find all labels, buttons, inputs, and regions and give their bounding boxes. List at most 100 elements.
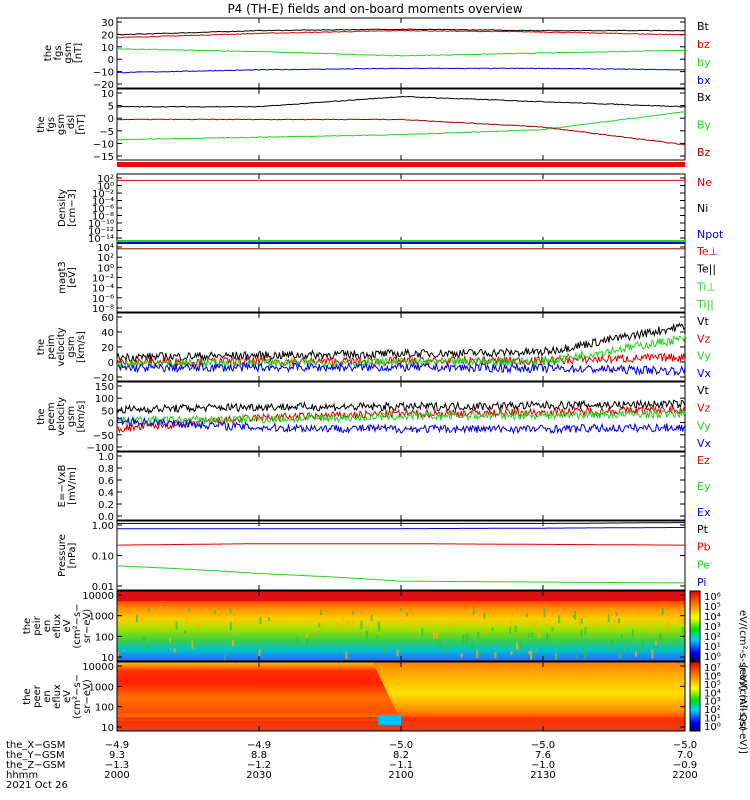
spectrogram-ion-texture: [655, 641, 658, 646]
y-tick-label: 0: [108, 114, 114, 125]
spectrogram-ion-texture: [608, 646, 611, 651]
spectrogram-ion-texture: [627, 647, 630, 653]
y-axis-label: _dsl: [66, 115, 77, 135]
spectrogram-ion-texture: [471, 642, 474, 652]
y-axis-label: [nT]: [73, 43, 84, 63]
legend-pt: Pt: [697, 523, 709, 536]
spectrogram-ion-texture: [231, 639, 234, 645]
spectrogram-ion-texture: [681, 627, 684, 635]
ephemeris-row-label: 2021 Oct 26: [6, 780, 68, 791]
spectrogram-ion-texture: [184, 630, 187, 634]
ephemeris-row-label: the_X−GSM: [6, 740, 65, 751]
spectrogram-ion-texture: [574, 611, 577, 620]
series-pt: [117, 522, 685, 524]
spectrogram-ion-texture: [592, 622, 595, 627]
spectrogram-ion-texture: [341, 615, 344, 622]
spectrogram-ion-texture: [510, 650, 513, 655]
y-tick-label: 1000: [89, 682, 114, 693]
series-vz: [116, 405, 686, 434]
y-axis-label: the: [22, 618, 33, 634]
spectrogram-ion-texture: [637, 646, 639, 653]
colorbar-tick-label: 10⁰: [704, 652, 721, 663]
spectrogram-ion-texture: [347, 620, 350, 626]
y-tick-label: 10⁻¹⁰: [88, 219, 114, 230]
y-tick-label: 0.0: [98, 512, 114, 523]
spectrogram-ion-texture: [516, 644, 519, 650]
ephemeris-value: −1.2: [247, 760, 271, 771]
panel-frame: [116, 88, 686, 161]
legend-ni: Ni: [697, 202, 708, 215]
panel-frame: [116, 520, 686, 591]
series-vt: [116, 399, 686, 415]
spectrogram-ion-texture: [530, 651, 532, 660]
colorbar-title: eV/(cm²-s-sr-eV) (All Qs): [737, 610, 748, 731]
spectrogram-ion-texture: [146, 644, 149, 652]
spectrogram-ion-texture: [465, 633, 468, 643]
y-axis-label: [eV]: [67, 267, 78, 288]
ephemeris-value: 7.0: [677, 750, 693, 761]
y-tick-label: −20: [93, 80, 114, 91]
spectrogram-ion-texture: [513, 608, 516, 616]
spectrogram-ion-texture: [580, 629, 583, 638]
y-axis-label: the: [22, 688, 33, 704]
spectrogram-ion-texture: [531, 632, 534, 638]
colorbar-tick-label: 10¹: [704, 714, 721, 725]
ephemeris-value: 2100: [388, 770, 413, 781]
spectrogram-ion-texture: [659, 633, 662, 640]
ephemeris-value: 2000: [104, 770, 129, 781]
y-tick-label: 60: [101, 313, 114, 324]
spectrogram-ion-texture: [572, 614, 575, 618]
series-bx: [116, 95, 686, 108]
series-vx: [116, 361, 686, 377]
legend-vy: Vy: [697, 350, 711, 363]
y-tick-label: 100: [95, 394, 114, 405]
spectrogram-ion-texture: [527, 633, 530, 638]
series-bz: [116, 118, 686, 146]
spectrogram-ion-texture: [534, 622, 537, 631]
spectrogram-ion-texture: [681, 616, 684, 624]
panel-frame: [116, 242, 686, 313]
spectrogram-ion-texture: [377, 620, 380, 626]
legend-ne: Ne: [697, 176, 712, 189]
spectrogram-ion-texture: [682, 617, 685, 624]
colorbar-tick-label: 10²: [704, 632, 721, 643]
spectrogram-electron-early: [117, 662, 401, 721]
legend-ey: Ey: [697, 480, 711, 493]
y-axis-label: (cm²−s−: [72, 603, 83, 648]
spectrogram-ion-texture: [268, 617, 271, 622]
legend-npot: Npot: [697, 228, 724, 241]
legend-pe: Pe: [697, 558, 710, 571]
legend-by: by: [697, 56, 711, 69]
colorbar: [689, 590, 701, 662]
spectrogram-ion-texture: [650, 625, 653, 634]
y-tick-label: −100: [87, 443, 114, 454]
y-tick-label: −5: [99, 127, 114, 138]
spectrogram-ion-texture: [580, 618, 583, 624]
spectrogram-ion-texture: [651, 649, 654, 659]
y-axis-label: sr−eV): [82, 679, 93, 714]
y-tick-label: 0.2: [98, 500, 114, 511]
y-tick-label: 150: [95, 382, 114, 393]
spectrogram-ion-texture: [450, 623, 453, 629]
spectrogram-ion-texture: [306, 637, 309, 646]
chart-title: P4 (TH-E) fields and on-board moments ov…: [227, 2, 523, 16]
ephemeris-value: −1.3: [105, 760, 129, 771]
legend-vt: Vt: [697, 315, 710, 328]
spectrogram-ion-texture: [659, 608, 662, 613]
y-axis-label: [nPa]: [67, 542, 78, 568]
y-tick-label: 10²: [97, 174, 114, 185]
y-axis-label: [nT]: [76, 114, 87, 134]
spectrogram-ion-texture: [305, 632, 308, 640]
legend-te⊥: Te⊥: [696, 245, 718, 258]
spectrogram-ion-texture: [439, 642, 442, 650]
ephemeris-value: 7.6: [535, 750, 551, 761]
y-axis-label: E=−VxB: [57, 465, 68, 508]
spectrogram-ion-texture: [421, 628, 424, 637]
legend-vx: Vx: [697, 367, 712, 380]
series-vx: [116, 415, 686, 435]
spectrogram-ion-texture: [161, 626, 164, 631]
legend-ez: Ez: [697, 454, 710, 467]
spectrogram-ion-texture: [382, 646, 385, 654]
spectrogram-ion-texture: [538, 630, 540, 638]
